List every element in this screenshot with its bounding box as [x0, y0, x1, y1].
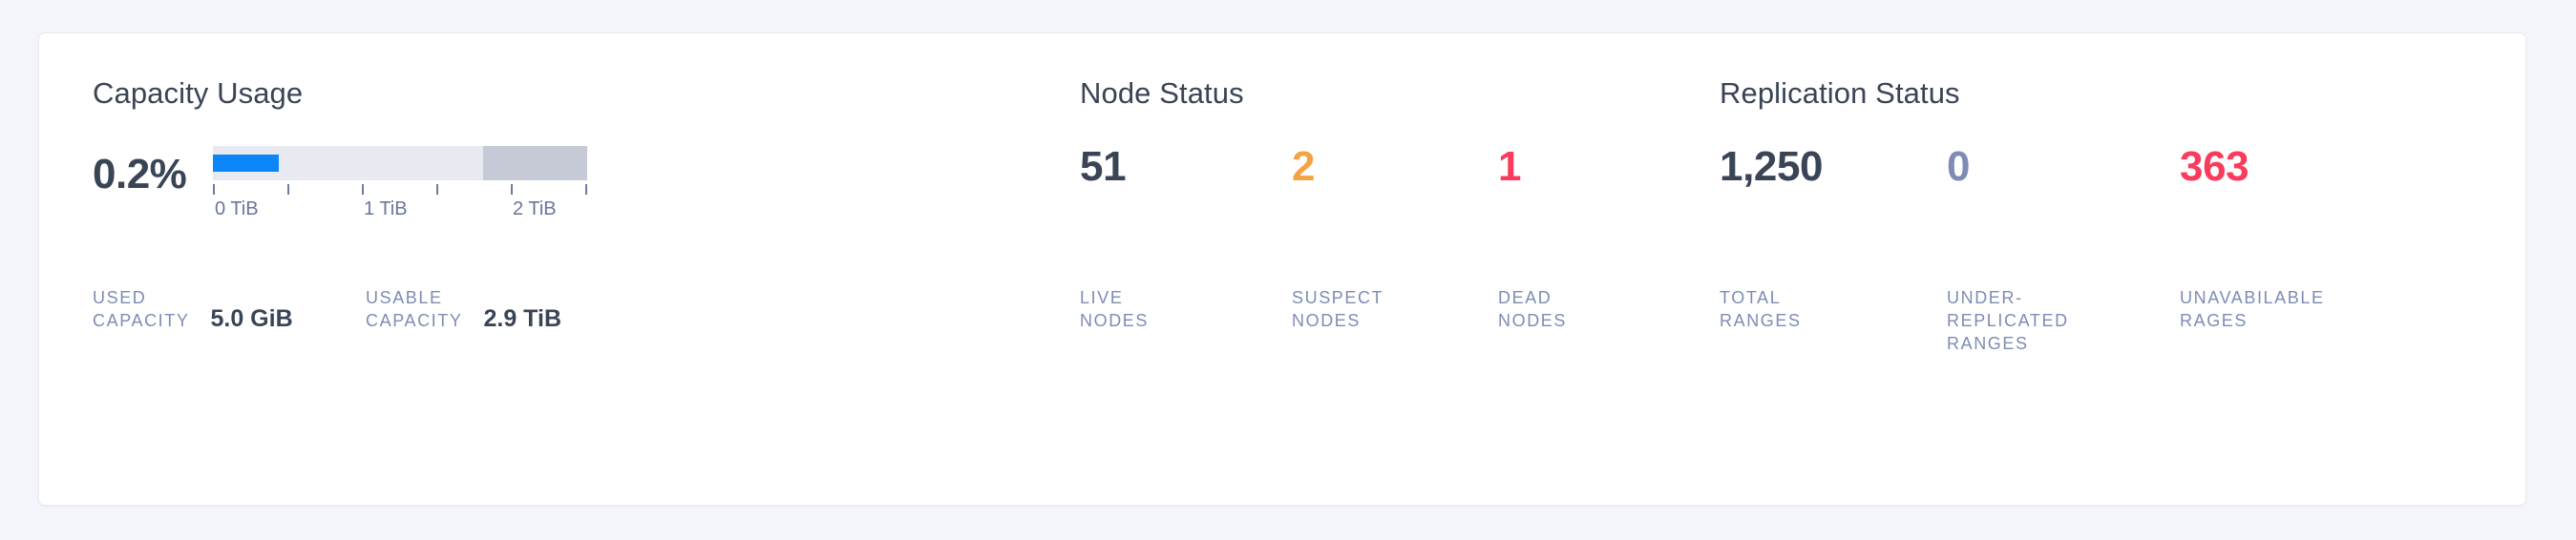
axis-label: 2 TiB: [513, 198, 557, 219]
capacity-percent-value: 0.2%: [93, 151, 187, 197]
node-status-value: 51: [1080, 143, 1127, 190]
axis-tick: [511, 184, 513, 195]
node-status-label: DEAD NODES: [1498, 288, 1568, 331]
capacity-stat: USABLE CAPACITY 2.9 TiB: [366, 286, 561, 333]
capacity-bar-reserved-segment: [483, 146, 587, 180]
capacity-axis: 0 TiB 1 TiB 2 TiB: [213, 184, 587, 224]
capacity-stat-value: 5.0 GiB: [210, 305, 293, 332]
axis-tick: [213, 184, 215, 195]
axis-tick: [287, 184, 289, 195]
node-status-label: SUSPECT NODES: [1292, 288, 1384, 331]
capacity-stat-value: 2.9 TiB: [483, 305, 562, 332]
node-status-value: 1: [1498, 143, 1522, 190]
capacity-stat: USED CAPACITY 5.0 GiB: [93, 286, 293, 333]
capacity-usage-title: Capacity Usage: [93, 76, 304, 110]
node-status-label: LIVE NODES: [1080, 288, 1150, 331]
cluster-summary-card: Capacity Usage 0.2% 0 TiB 1 TiB 2 TiB USED…: [38, 32, 2526, 506]
capacity-bar-used-fill: [213, 155, 279, 172]
replication-status-label: UNDER- REPLICATED RANGES: [1947, 288, 2069, 354]
replication-status-label: UNAVABILABLE RAGES: [2180, 288, 2325, 331]
axis-label: 0 TiB: [215, 198, 259, 219]
capacity-bar-track: [213, 146, 587, 180]
axis-tick: [585, 184, 587, 195]
replication-status-title: Replication Status: [1720, 76, 1960, 110]
replication-status-label: TOTAL RANGES: [1720, 288, 1802, 331]
axis-tick: [362, 184, 364, 195]
axis-tick: [436, 184, 438, 195]
capacity-bar-chart: 0 TiB 1 TiB 2 TiB: [213, 146, 587, 224]
capacity-stat-label: USED CAPACITY: [93, 288, 190, 331]
replication-status-value: 0: [1947, 143, 1971, 190]
capacity-stat-label: USABLE CAPACITY: [366, 288, 463, 331]
axis-label: 1 TiB: [364, 198, 408, 219]
replication-status-value: 1,250: [1720, 143, 1824, 190]
node-status-title: Node Status: [1080, 76, 1244, 110]
replication-status-value: 363: [2180, 143, 2249, 190]
node-status-value: 2: [1292, 143, 1316, 190]
